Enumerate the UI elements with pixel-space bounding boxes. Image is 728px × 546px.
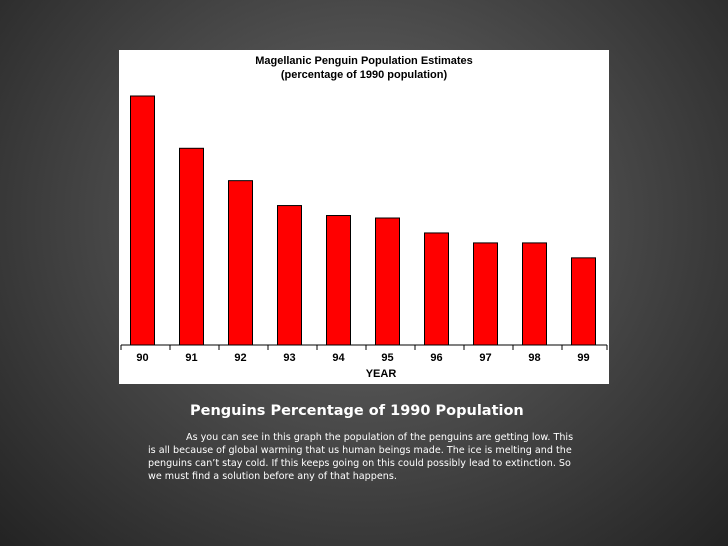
x-tick-label-90: 90 bbox=[136, 352, 148, 364]
slide-heading: Penguins Percentage of 1990 Population bbox=[190, 403, 524, 419]
bar-group bbox=[130, 95, 596, 346]
slide-body-text: As you can see in this graph the populat… bbox=[148, 431, 578, 483]
chart-panel: Magellanic Penguin Population Estimates … bbox=[119, 50, 609, 384]
slide-body: As you can see in this graph the populat… bbox=[148, 432, 574, 482]
x-tick-label-97: 97 bbox=[479, 352, 491, 364]
bar-90 bbox=[130, 95, 155, 346]
chart-title: Magellanic Penguin Population Estimates bbox=[255, 55, 473, 67]
x-tick-label-96: 96 bbox=[430, 352, 442, 364]
bar-96 bbox=[424, 232, 449, 346]
chart-subtitle: (percentage of 1990 population) bbox=[280, 69, 448, 81]
x-tick-label-92: 92 bbox=[234, 352, 246, 364]
x-ticks bbox=[120, 345, 608, 350]
x-tick-label-99: 99 bbox=[577, 352, 589, 364]
bar-94 bbox=[326, 215, 351, 346]
x-tick-label-93: 93 bbox=[283, 352, 295, 364]
bar-91 bbox=[179, 147, 204, 346]
bar-95 bbox=[375, 217, 400, 346]
bar-97 bbox=[473, 242, 498, 346]
bar-99 bbox=[571, 257, 596, 346]
bar-93 bbox=[277, 205, 302, 346]
x-tick-label-95: 95 bbox=[381, 352, 393, 364]
x-tick-label-91: 91 bbox=[185, 352, 197, 364]
x-axis-label: YEAR bbox=[366, 368, 397, 380]
bar-92 bbox=[228, 180, 253, 346]
bar-98 bbox=[522, 242, 547, 346]
x-tick-label-98: 98 bbox=[528, 352, 540, 364]
x-tick-label-94: 94 bbox=[332, 352, 345, 364]
x-tick-labels: 90 91 92 93 94 95 96 97 98 99 bbox=[136, 352, 589, 364]
bar-chart: 90 91 92 93 94 95 96 97 98 99 YEAR bbox=[120, 95, 608, 380]
